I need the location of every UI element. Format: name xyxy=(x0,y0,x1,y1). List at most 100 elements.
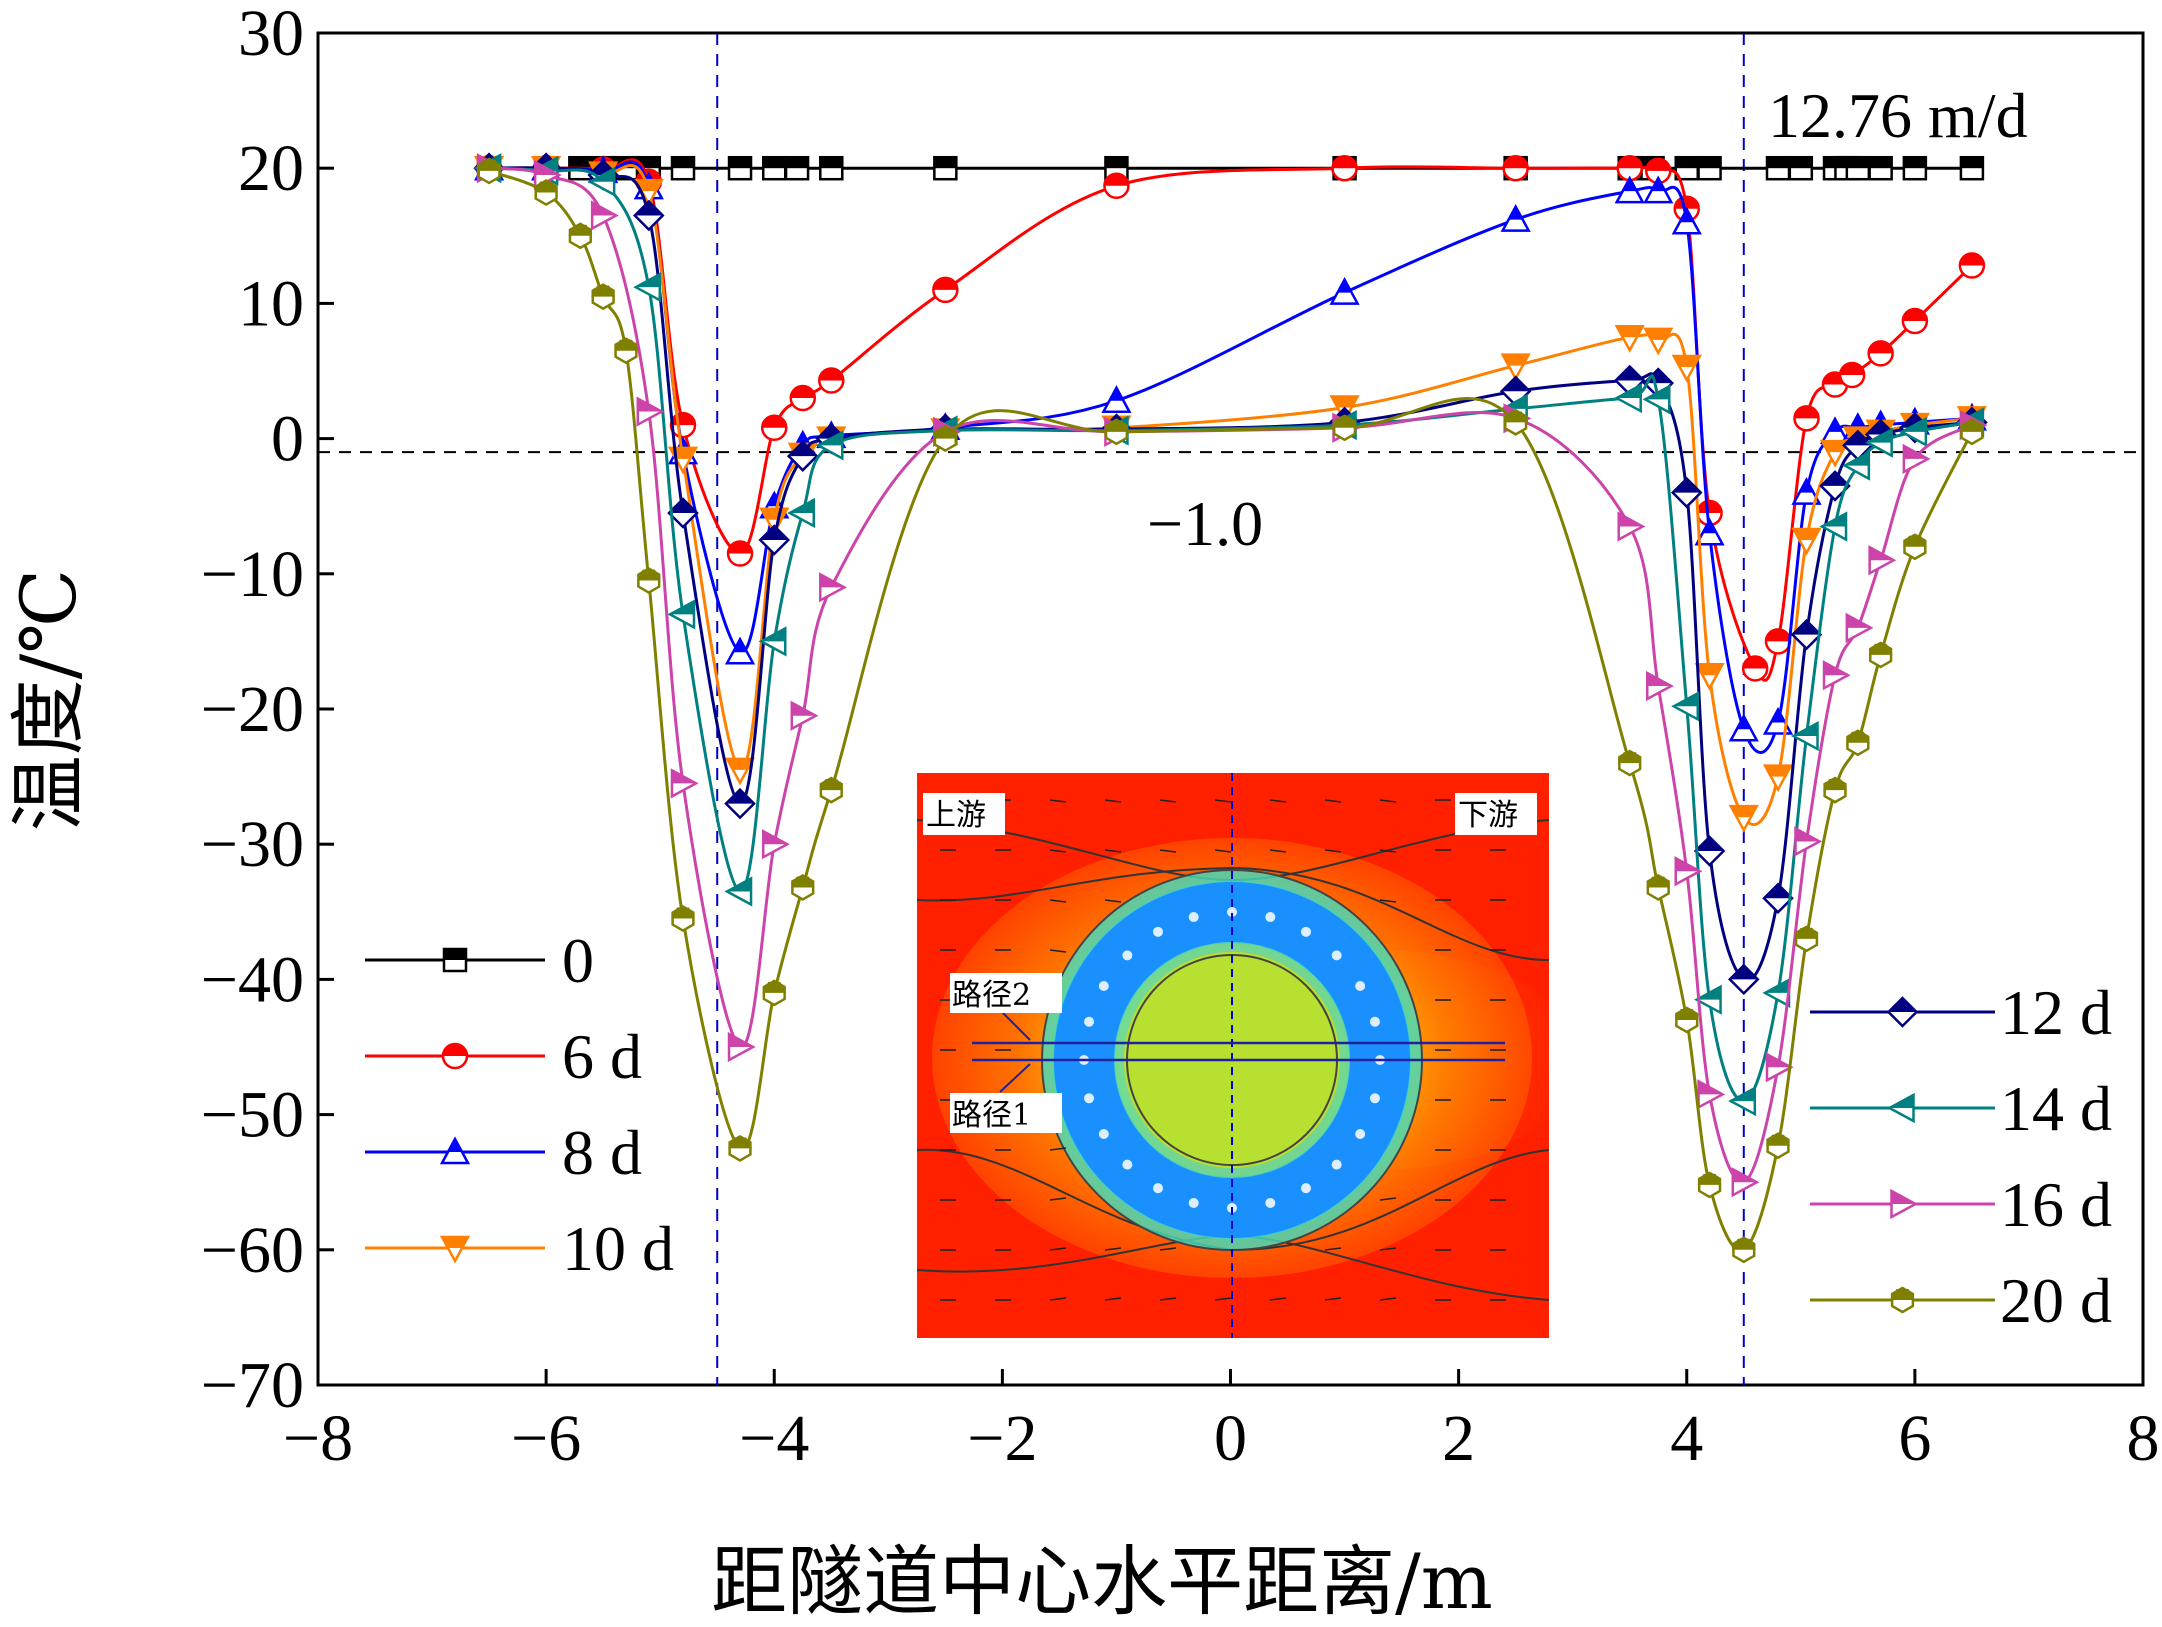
legend-entry: 14 d xyxy=(1810,1073,2112,1144)
data-point-fill xyxy=(728,1137,753,1149)
data-point-fill xyxy=(669,498,697,513)
data-point-fill xyxy=(1794,406,1819,419)
inset-temperature-field: 上游 下游 路径2 路径1 xyxy=(917,773,1549,1338)
data-point-fill xyxy=(1617,156,1642,169)
freeze-pipe xyxy=(1355,981,1366,991)
data-point-fill xyxy=(1824,662,1849,676)
y-tick-label: 30 xyxy=(238,0,304,70)
data-point-fill xyxy=(1902,535,1927,547)
data-point-fill xyxy=(796,432,810,446)
data-point-fill xyxy=(934,157,957,169)
freezing-point-label: −1.0 xyxy=(1147,488,1263,559)
legend-marker-fill xyxy=(1890,1289,1915,1300)
flow-arrow xyxy=(1049,1247,1067,1251)
flow-velocity-label: 12.76 m/d xyxy=(1768,80,2028,151)
data-point-fill xyxy=(1795,828,1820,842)
data-point-fill xyxy=(1868,643,1893,655)
data-point-fill xyxy=(1673,693,1698,707)
freeze-pipe xyxy=(1331,950,1342,961)
freeze-pipe xyxy=(1301,1183,1311,1194)
flow-arrow xyxy=(1379,799,1397,803)
inset-path2-arrow xyxy=(999,1009,1031,1041)
data-point-fill xyxy=(591,285,616,297)
data-point-fill xyxy=(1703,520,1717,534)
flow-arrow xyxy=(1049,949,1067,953)
data-point-fill xyxy=(1794,927,1819,939)
legend-entry: 12 d xyxy=(1810,977,2112,1048)
x-tick-label: 2 xyxy=(1442,1402,1475,1475)
data-point-fill xyxy=(1828,418,1842,432)
legend-label: 10 d xyxy=(562,1213,674,1284)
data-point-fill xyxy=(592,202,617,216)
legend-entry: 10 d xyxy=(365,1213,674,1284)
freeze-pipe xyxy=(1188,1197,1199,1208)
y-tick-label: −30 xyxy=(201,808,304,881)
data-point-fill xyxy=(729,157,752,169)
data-point-fill xyxy=(1503,411,1528,423)
data-point-fill xyxy=(727,878,752,892)
data-point-fill xyxy=(791,702,816,716)
legend-label: 8 d xyxy=(562,1117,642,1188)
data-point-fill xyxy=(933,427,958,439)
data-point-fill xyxy=(1618,513,1643,527)
data-point-fill xyxy=(1331,396,1358,408)
data-point-fill xyxy=(637,157,660,169)
data-point-fill xyxy=(1729,965,1758,980)
series-line xyxy=(489,164,1973,827)
data-point-fill xyxy=(1869,157,1892,169)
data-point-fill xyxy=(1846,157,1869,169)
flow-arrow xyxy=(1159,799,1177,803)
data-point-fill xyxy=(1766,629,1790,642)
flow-arrow xyxy=(1324,799,1342,803)
data-point-fill xyxy=(790,386,815,399)
data-point-fill xyxy=(1338,279,1352,293)
flow-arrow xyxy=(1324,849,1342,853)
data-point-fill xyxy=(1901,418,1926,432)
data-point-fill xyxy=(477,159,502,171)
legend-label: 12 d xyxy=(2000,977,2112,1048)
data-point-fill xyxy=(789,499,814,513)
data-point-fill xyxy=(1793,723,1818,737)
data-point-fill xyxy=(635,274,660,288)
legend-marker-fill xyxy=(1891,1191,1916,1204)
data-point-fill xyxy=(1767,1054,1791,1068)
data-point-fill xyxy=(1696,664,1723,676)
data-point-fill xyxy=(761,628,786,642)
data-point-fill xyxy=(1732,1169,1757,1183)
flow-arrow xyxy=(1104,1247,1122,1251)
data-point-fill xyxy=(1332,156,1357,169)
data-point-fill xyxy=(1698,1081,1723,1095)
data-point-fill xyxy=(1501,377,1530,392)
data-point-fill xyxy=(1844,452,1869,466)
data-point-fill xyxy=(727,758,754,770)
data-point-fill xyxy=(1868,341,1893,354)
data-point-fill xyxy=(1109,387,1123,401)
data-point-fill xyxy=(1623,178,1637,192)
y-tick-label: −10 xyxy=(201,538,304,611)
data-point-fill xyxy=(1644,369,1673,384)
data-point-fill xyxy=(1764,884,1792,899)
data-point-fill xyxy=(1960,157,1983,169)
series-16d xyxy=(476,153,1988,1198)
x-tick-label: 8 xyxy=(2127,1402,2160,1475)
legend-entry: 0 xyxy=(365,925,594,996)
data-point-fill xyxy=(535,161,560,175)
freeze-pipe xyxy=(1084,1093,1095,1104)
y-tick-label: −50 xyxy=(201,1079,304,1152)
data-point-fill xyxy=(1672,478,1701,493)
data-point-fill xyxy=(637,398,662,412)
data-point-fill xyxy=(1502,354,1529,366)
data-point-fill xyxy=(1680,209,1694,223)
flow-arrow xyxy=(1049,1147,1067,1151)
flow-arrow xyxy=(1269,799,1287,803)
legend-marker-fill xyxy=(448,1139,462,1152)
legend-marker-fill xyxy=(442,1237,468,1248)
data-point-fill xyxy=(1845,731,1870,743)
data-point-fill xyxy=(1765,979,1789,993)
data-point-fill xyxy=(763,157,786,169)
data-point-fill xyxy=(634,201,663,216)
freeze-pipes xyxy=(1079,907,1385,1213)
data-point-fill xyxy=(1616,385,1641,399)
data-point-fill xyxy=(672,157,694,169)
y-tick-label: 10 xyxy=(238,267,304,340)
